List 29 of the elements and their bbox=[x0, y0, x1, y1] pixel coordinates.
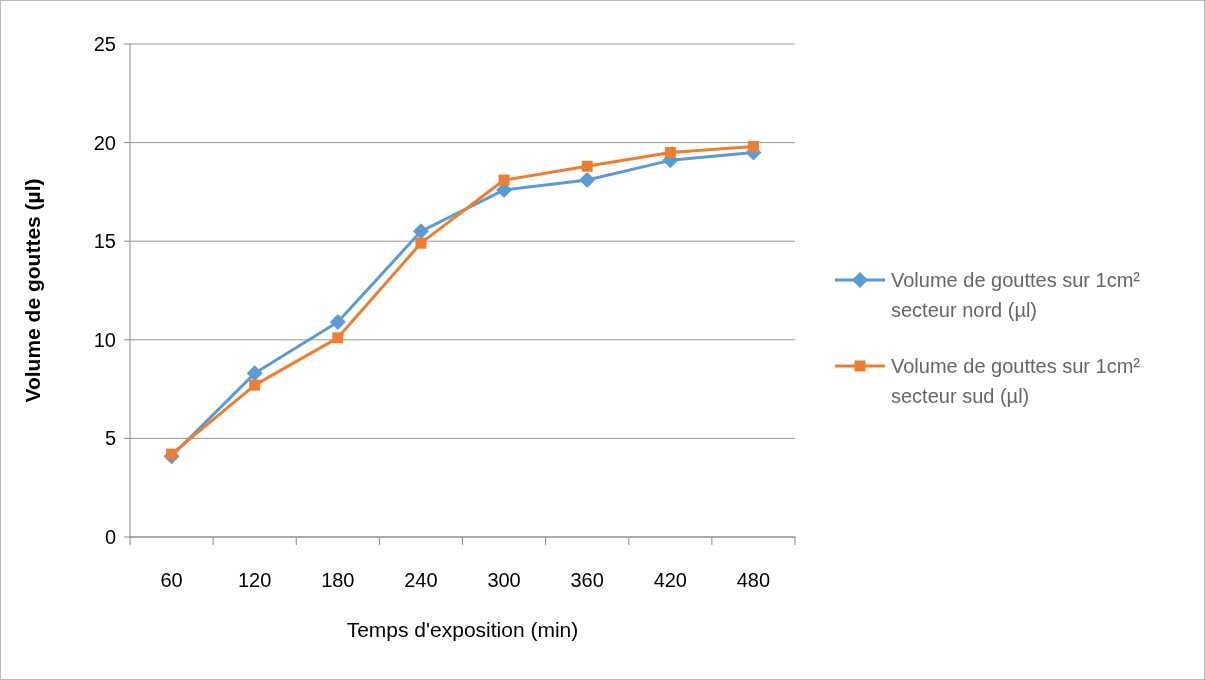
y-tick-label: 10 bbox=[93, 328, 116, 351]
point bbox=[332, 332, 344, 344]
point bbox=[329, 314, 346, 331]
point bbox=[246, 365, 263, 382]
point bbox=[412, 223, 429, 240]
x-tick-label: 240 bbox=[404, 569, 438, 591]
x-tick-label: 120 bbox=[238, 569, 272, 591]
x-axis-title: Temps d'exposition (min) bbox=[346, 618, 579, 641]
y-tick-label: 25 bbox=[93, 33, 116, 55]
y-tick-label: 20 bbox=[93, 131, 116, 154]
point bbox=[579, 172, 596, 189]
legend-label: Volume de gouttes sur 1cm² secteur sud (µl) bbox=[891, 355, 1141, 407]
point bbox=[498, 174, 510, 186]
legend-label: Volume de gouttes sur 1cm² secteur nord (µl) bbox=[891, 269, 1141, 321]
point bbox=[249, 379, 261, 391]
x-tick-label: 180 bbox=[321, 569, 355, 591]
y-tick-label: 15 bbox=[93, 230, 116, 253]
point bbox=[664, 146, 676, 158]
x-tick-label: 300 bbox=[487, 569, 521, 591]
x-tick-label: 420 bbox=[653, 569, 687, 591]
x-tick-label: 60 bbox=[160, 569, 183, 591]
x-tick-label: 480 bbox=[736, 569, 771, 591]
y-tick-label: 0 bbox=[104, 526, 116, 548]
y-tick-label: 5 bbox=[104, 427, 116, 450]
y-axis-title: Volume de gouttes (µl) bbox=[21, 178, 44, 403]
point bbox=[747, 141, 759, 153]
point bbox=[415, 237, 427, 249]
point bbox=[581, 160, 593, 172]
x-tick-label: 360 bbox=[570, 569, 604, 591]
